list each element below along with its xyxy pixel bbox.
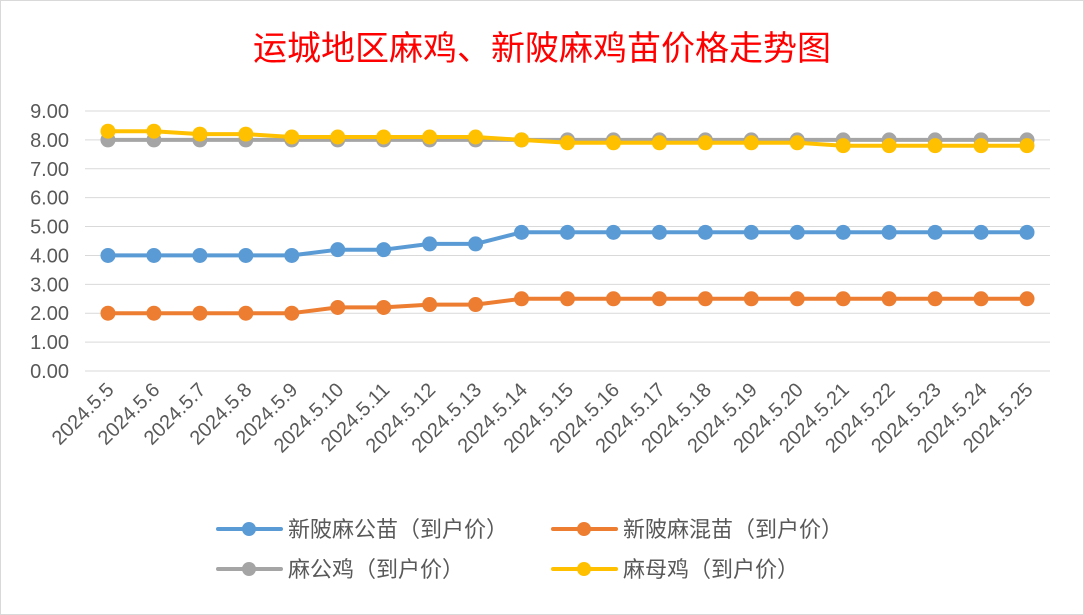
data-point: [468, 129, 484, 145]
y-tick-label: 7.00: [30, 159, 69, 181]
data-point: [422, 129, 438, 145]
data-point: [238, 305, 254, 321]
y-tick-label: 5.00: [30, 217, 69, 239]
data-point: [835, 138, 851, 154]
data-point: [927, 224, 943, 240]
series-layer: [100, 123, 1035, 321]
data-point: [743, 291, 759, 307]
data-point: [468, 236, 484, 252]
legend-label: 新陂麻公苗（到户价）: [288, 518, 508, 543]
data-point: [422, 297, 438, 313]
data-point: [881, 224, 897, 240]
legend-label: 麻公鸡（到户价）: [288, 558, 464, 583]
data-point: [146, 247, 162, 263]
data-point: [973, 138, 989, 154]
data-point: [192, 126, 208, 142]
y-tick-label: 4.00: [30, 245, 69, 267]
data-point: [697, 224, 713, 240]
data-point: [651, 291, 667, 307]
data-point: [284, 247, 300, 263]
legend-item: 麻母鸡（到户价）: [551, 558, 799, 583]
series-4: [100, 123, 1035, 154]
chart-title: 运城地区麻鸡、新陂麻鸡苗价格走势图: [253, 29, 831, 69]
data-point: [1019, 138, 1035, 154]
legend-marker-swatch: [242, 522, 256, 536]
legend-item: 麻公鸡（到户价）: [216, 558, 464, 583]
data-point: [146, 123, 162, 139]
y-tick-label: 8.00: [30, 130, 69, 152]
data-point: [514, 132, 530, 148]
legend-marker-swatch: [577, 562, 591, 576]
y-tick-label: 1.00: [30, 332, 69, 354]
data-point: [789, 135, 805, 151]
data-point: [560, 135, 575, 151]
data-point: [192, 247, 208, 263]
data-point: [468, 297, 484, 313]
legend-label: 麻母鸡（到户价）: [623, 558, 799, 583]
data-point: [1019, 291, 1035, 307]
data-point: [651, 224, 667, 240]
data-point: [651, 135, 667, 151]
legend-item: 新陂麻混苗（到户价）: [551, 518, 843, 543]
data-point: [789, 291, 805, 307]
data-point: [605, 224, 621, 240]
data-point: [973, 291, 989, 307]
data-point: [789, 224, 805, 240]
data-point: [330, 129, 346, 145]
y-tick-label: 2.00: [30, 303, 69, 325]
data-point: [192, 305, 208, 321]
series-2: [100, 291, 1035, 321]
y-tick-label: 3.00: [30, 274, 69, 296]
data-point: [100, 123, 116, 139]
legend-item: 新陂麻公苗（到户价）: [216, 518, 508, 543]
data-point: [605, 291, 621, 307]
data-point: [697, 135, 713, 151]
data-point: [238, 247, 254, 263]
y-tick-label: 6.00: [30, 188, 69, 210]
data-point: [560, 224, 575, 240]
data-point: [881, 291, 897, 307]
data-point: [743, 135, 759, 151]
data-point: [284, 129, 300, 145]
legend-label: 新陂麻混苗（到户价）: [623, 518, 843, 543]
data-point: [881, 138, 897, 154]
legend-marker-swatch: [577, 522, 591, 536]
data-point: [605, 135, 621, 151]
data-point: [146, 305, 162, 321]
data-point: [927, 138, 943, 154]
data-point: [927, 291, 943, 307]
data-point: [330, 299, 346, 315]
y-tick-label: 9.00: [30, 101, 69, 123]
y-tick-label: 0.00: [30, 361, 69, 383]
data-point: [514, 291, 530, 307]
data-point: [697, 291, 713, 307]
data-point: [330, 242, 346, 258]
data-point: [376, 299, 392, 315]
data-point: [743, 224, 759, 240]
data-point: [835, 291, 851, 307]
data-point: [284, 305, 300, 321]
y-axis-tick-labels: 0.00 1.00 2.00 3.00 4.00 5.00 6.00 7.00 8.00 9.00: [30, 101, 69, 383]
data-point: [376, 129, 392, 145]
data-point: [973, 224, 989, 240]
data-point: [514, 224, 530, 240]
data-point: [376, 242, 392, 258]
data-point: [560, 291, 575, 307]
data-point: [100, 247, 116, 263]
series-1: [100, 224, 1035, 263]
data-point: [422, 236, 438, 252]
legend-marker-swatch: [242, 562, 256, 576]
data-point: [1019, 224, 1035, 240]
data-point: [100, 305, 116, 321]
legend: 新陂麻公苗（到户价） 新陂麻混苗（到户价） 麻公鸡（到户价） 麻母鸡（到户价）: [216, 518, 843, 583]
data-point: [835, 224, 851, 240]
data-point: [238, 126, 254, 142]
